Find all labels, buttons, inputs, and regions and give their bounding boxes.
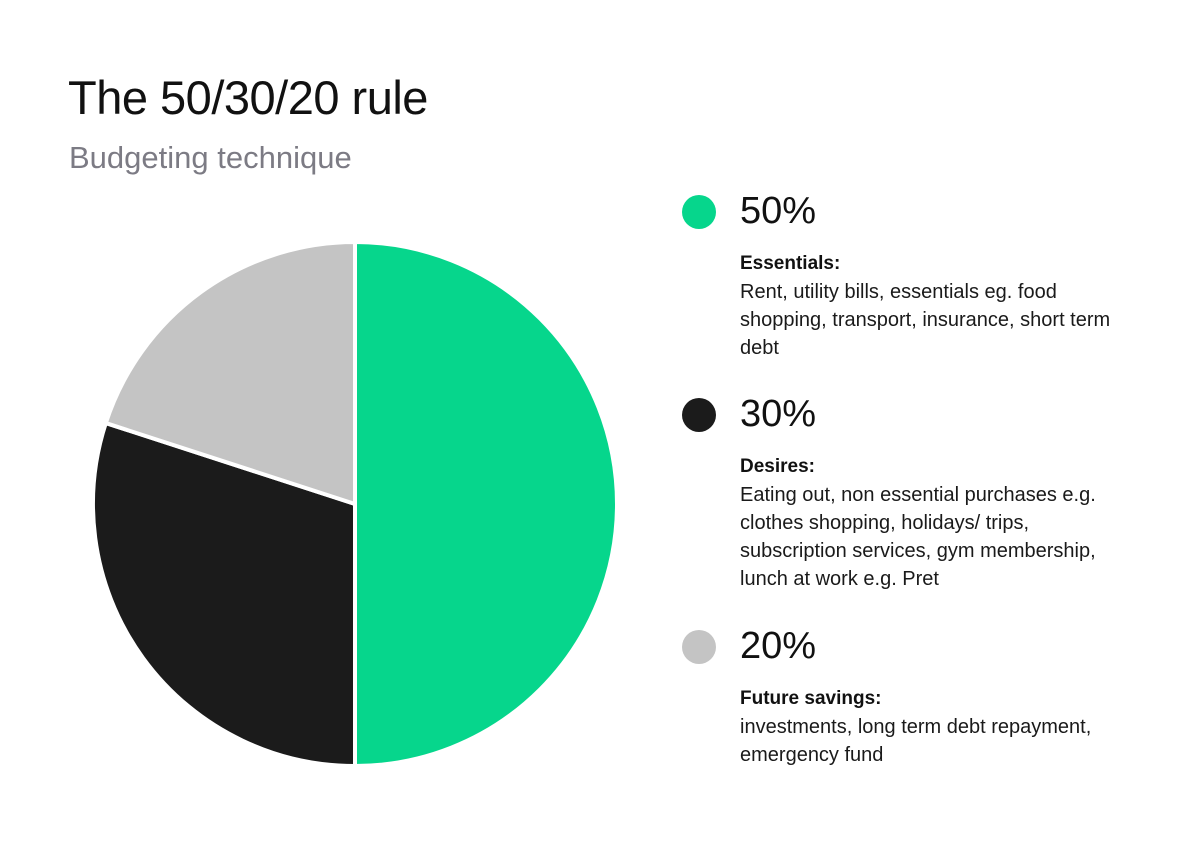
pie-slice-essentials	[353, 240, 619, 768]
chart-title: The 50/30/20 rule	[68, 71, 428, 124]
savings-label: Future savings:	[740, 688, 882, 709]
essentials-label: Essentials:	[740, 253, 841, 274]
essentials-color-swatch	[682, 195, 716, 229]
pie-slice-desires	[91, 421, 357, 768]
pie-chart	[91, 240, 619, 768]
desires-percent: 30%	[740, 393, 817, 435]
desires-color-swatch	[682, 398, 716, 432]
chart-subtitle: Budgeting technique	[69, 140, 352, 175]
essentials-percent: 50%	[740, 190, 817, 232]
savings-color-swatch	[682, 630, 716, 664]
desires-label: Desires:	[740, 456, 815, 477]
savings-description: investments, long term debt repayment, e…	[740, 716, 1092, 766]
essentials-description: Rent, utility bills, essentials eg. food…	[740, 281, 1111, 359]
pie-slice-future-savings	[103, 240, 357, 506]
savings-percent: 20%	[740, 625, 817, 667]
desires-description: Eating out, non essential purchases e.g.…	[740, 484, 1096, 590]
